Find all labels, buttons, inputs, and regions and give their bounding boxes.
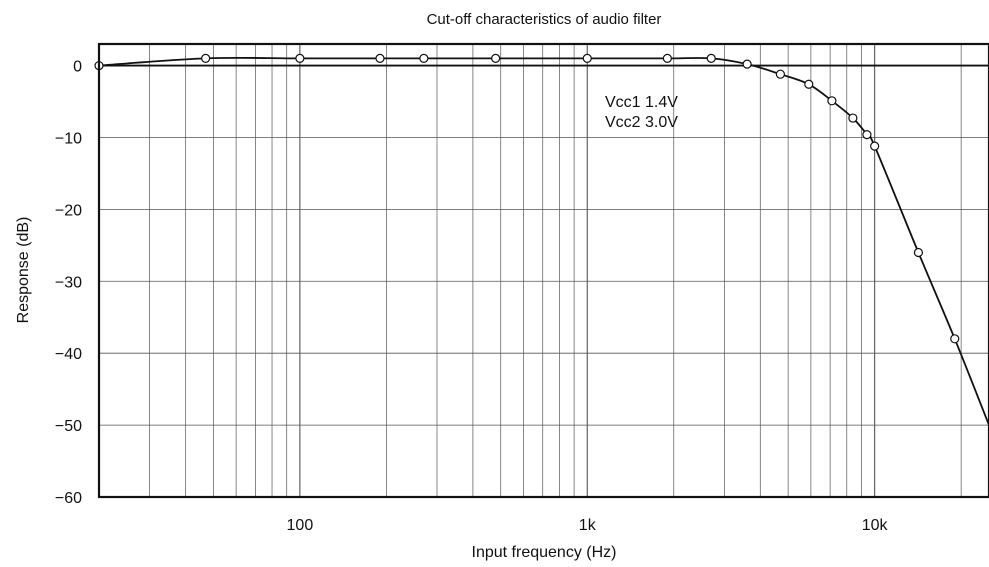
data-point-marker [870, 141, 880, 151]
chart-title: Cut-off characteristics of audio filter [427, 11, 662, 28]
data-point-marker [491, 53, 501, 63]
y-tick-label: −50 [55, 418, 82, 435]
x-tick-label: 100 [287, 517, 314, 534]
marker-layer [94, 53, 960, 344]
vcc-annotation: Vcc2 3.0V [605, 114, 678, 131]
x-axis-title: Input frequency (Hz) [472, 544, 617, 561]
y-axis-title: Response (dB) [15, 217, 32, 324]
data-point-marker [582, 53, 592, 63]
x-tick-label: 1k [579, 517, 597, 534]
y-tick-label: −30 [55, 274, 82, 291]
data-point-marker [419, 53, 429, 63]
series-layer [98, 56, 989, 426]
y-tick-label: −20 [55, 202, 82, 219]
data-point-marker [775, 69, 786, 79]
tick-label-layer: 100 1k 10k 0 −10 −20 −30 −40 −50 −60 [55, 59, 889, 534]
grid-layer [99, 44, 989, 497]
data-point-marker [742, 59, 752, 69]
x-tick-label: 10k [862, 517, 889, 534]
plot-frame [97, 42, 989, 499]
response-curve [98, 56, 989, 426]
y-tick-label: −10 [55, 130, 82, 147]
data-point-marker [375, 53, 385, 63]
data-point-marker [913, 247, 924, 258]
y-tick-label: −40 [55, 346, 82, 363]
annotation-layer: Vcc1 1.4V Vcc2 3.0V [605, 94, 678, 131]
y-tick-label: −60 [55, 490, 82, 507]
data-point-marker [706, 53, 716, 63]
data-point-marker [862, 130, 872, 140]
data-point-marker [950, 334, 960, 344]
data-point-marker [848, 113, 858, 123]
vcc-annotation: Vcc1 1.4V [605, 94, 678, 111]
data-point-marker [804, 79, 814, 89]
data-point-marker [827, 96, 837, 106]
y-tick-label: 0 [73, 59, 82, 76]
data-point-marker [662, 53, 672, 63]
data-point-marker [295, 53, 305, 63]
data-point-marker [201, 53, 211, 63]
